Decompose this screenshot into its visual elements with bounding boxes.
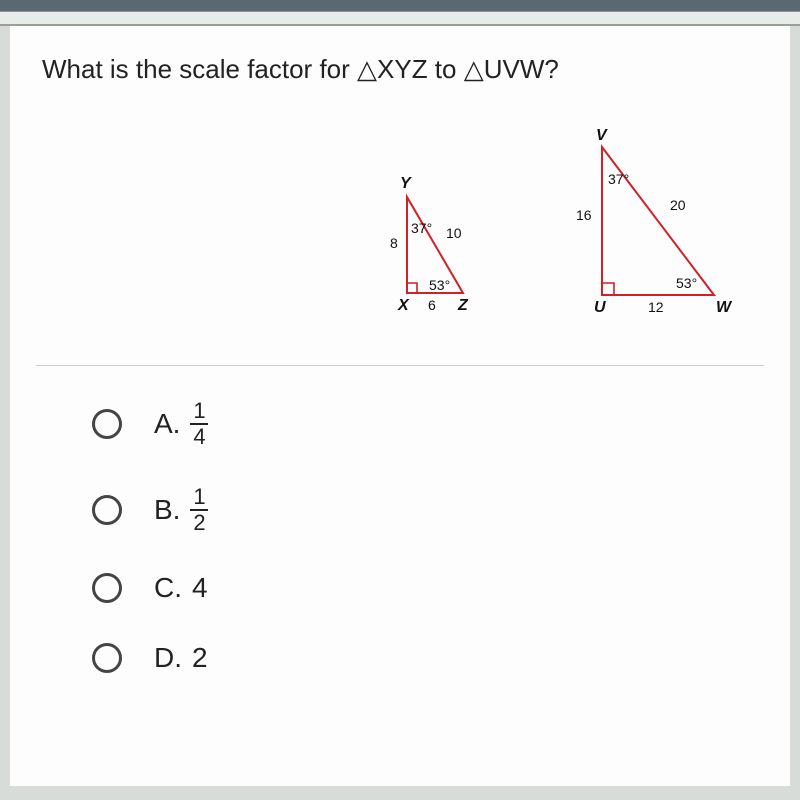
option-letter: A. <box>154 408 180 440</box>
side-label-xz: 6 <box>428 297 436 313</box>
vertex-label-z: Z <box>458 297 468 315</box>
side-label-vw: 20 <box>670 197 686 213</box>
radio-icon[interactable] <box>92 643 122 673</box>
angle-label-v: 37° <box>608 171 629 187</box>
option-value-fraction: 1 2 <box>190 486 208 534</box>
radio-icon[interactable] <box>92 409 122 439</box>
option-b[interactable]: B. 1 2 <box>92 486 758 534</box>
vertex-label-w: W <box>716 299 731 317</box>
stem-text-1: What is the scale factor for <box>42 54 357 84</box>
option-c[interactable]: C. 4 <box>92 572 758 604</box>
vertex-label-v: V <box>596 127 607 145</box>
browser-chrome-strip <box>0 0 800 12</box>
option-value: 2 <box>192 642 208 674</box>
triangles-svg <box>42 125 782 355</box>
side-label-vu: 16 <box>576 207 592 223</box>
fraction-denominator: 4 <box>193 425 205 448</box>
radio-icon[interactable] <box>92 495 122 525</box>
option-a[interactable]: A. 1 4 <box>92 400 758 448</box>
option-letter: D. <box>154 642 182 674</box>
side-label-yz: 10 <box>446 225 462 241</box>
option-value-fraction: 1 4 <box>190 400 208 448</box>
vertex-label-x: X <box>398 297 409 315</box>
option-letter: C. <box>154 572 182 604</box>
stem-text-2: to <box>428 54 464 84</box>
angle-label-y: 37° <box>411 220 432 236</box>
option-letter: B. <box>154 494 180 526</box>
option-value: 4 <box>192 572 208 604</box>
vertex-label-y: Y <box>400 175 411 193</box>
question-stem: What is the scale factor for △XYZ to △UV… <box>42 54 758 85</box>
fraction-denominator: 2 <box>193 511 205 534</box>
angle-label-w: 53° <box>676 275 697 291</box>
answer-options: A. 1 4 B. 1 2 C. 4 D. 2 <box>42 400 758 674</box>
figures-area: Y X Z 8 10 6 37° 53° V U W 16 20 12 37° … <box>42 125 758 355</box>
divider <box>36 365 764 366</box>
radio-icon[interactable] <box>92 573 122 603</box>
stem-text-3: ? <box>544 54 558 84</box>
top-strip <box>0 12 800 26</box>
triangle-ref-2: △UVW <box>464 54 545 84</box>
side-label-xy: 8 <box>390 235 398 251</box>
vertex-label-u: U <box>594 299 606 317</box>
triangle-ref-1: △XYZ <box>357 54 428 84</box>
option-d[interactable]: D. 2 <box>92 642 758 674</box>
triangle-uvw <box>602 147 714 295</box>
side-label-uw: 12 <box>648 299 664 315</box>
angle-label-z: 53° <box>429 277 450 293</box>
fraction-numerator: 1 <box>193 486 205 509</box>
fraction-numerator: 1 <box>193 400 205 423</box>
question-card: What is the scale factor for △XYZ to △UV… <box>10 26 790 786</box>
